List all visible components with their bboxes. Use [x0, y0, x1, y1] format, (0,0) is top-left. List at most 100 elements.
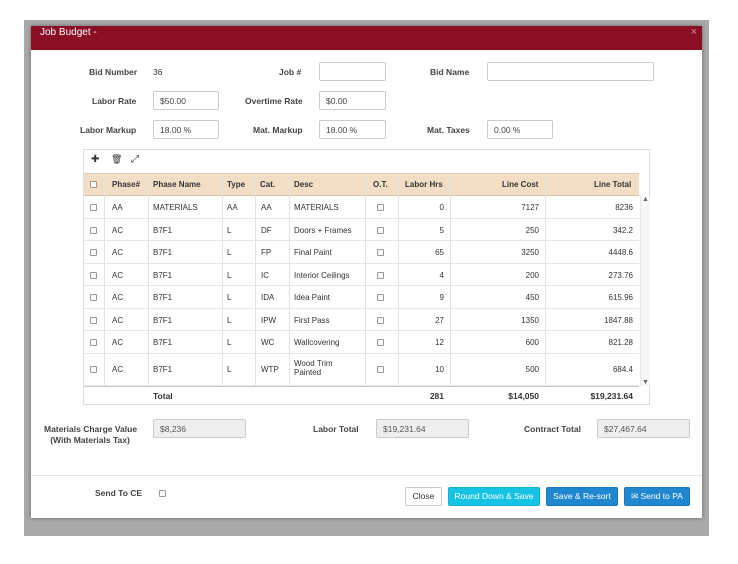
- cell-phase-name: B7F1: [153, 315, 173, 325]
- row-checkbox[interactable]: [90, 204, 97, 211]
- labor-total-value: [376, 419, 469, 438]
- cell-line-total: 8236: [615, 203, 633, 212]
- contract-total-value: [597, 419, 690, 438]
- col-labor-hrs[interactable]: Labor Hrs: [405, 180, 443, 189]
- add-row-icon[interactable]: ✚: [91, 154, 100, 165]
- bid-number-value: 36: [153, 67, 163, 77]
- col-ot[interactable]: O.T.: [373, 180, 388, 189]
- scroll-down-icon[interactable]: ▼: [642, 379, 649, 386]
- row-checkbox[interactable]: [90, 365, 97, 373]
- mat-markup-input[interactable]: [319, 120, 386, 139]
- cell-type: L: [227, 293, 232, 302]
- cell-labor-hrs: 0: [439, 203, 444, 212]
- total-line-total: $19,231.64: [590, 391, 633, 401]
- table-row[interactable]: AC B7F1 L IDA Idea Paint 9 450 615.96: [84, 286, 639, 309]
- cell-desc: Wallcovering: [294, 338, 340, 347]
- ot-checkbox[interactable]: [377, 316, 384, 324]
- cell-type: L: [227, 364, 232, 374]
- col-cat[interactable]: Cat.: [260, 180, 276, 189]
- table-row[interactable]: AC B7F1 L IC Interior Ceilings 4 200 273…: [84, 264, 639, 286]
- cell-phase-name: B7F1: [153, 364, 173, 374]
- grid-toolbar: ✚ 🗑 ⤢: [84, 150, 649, 173]
- row-checkbox[interactable]: [90, 316, 97, 324]
- row-checkbox[interactable]: [90, 271, 97, 279]
- ot-checkbox[interactable]: [377, 294, 384, 301]
- row-checkbox[interactable]: [90, 249, 97, 256]
- col-line-total[interactable]: Line Total: [594, 180, 632, 189]
- table-row[interactable]: AC B7F1 L FP Final Paint 65 3250 4448.6: [84, 241, 639, 264]
- trash-icon[interactable]: 🗑: [111, 154, 123, 164]
- col-line-cost[interactable]: Line Cost: [502, 180, 539, 189]
- save-resort-button[interactable]: Save & Re-sort: [546, 487, 618, 506]
- expand-icon[interactable]: ⤢: [131, 154, 139, 165]
- close-icon[interactable]: ×: [690, 26, 697, 38]
- budget-grid: ✚ 🗑 ⤢ Phase# Phase Name Type Cat. Desc O…: [83, 149, 650, 405]
- job-number-input[interactable]: [319, 62, 386, 81]
- overtime-rate-input[interactable]: [319, 91, 386, 110]
- table-row[interactable]: AC B7F1 L DF Doors + Frames 5 250 342.2: [84, 219, 639, 241]
- cell-line-total: 821.28: [608, 338, 633, 347]
- cell-desc: Wood Trim Painted: [294, 358, 333, 377]
- cell-cat: IC: [261, 270, 269, 280]
- row-checkbox[interactable]: [90, 339, 97, 346]
- footer-divider: [31, 475, 702, 476]
- labor-markup-label: Labor Markup: [80, 125, 137, 135]
- table-row[interactable]: AA MATERIALS AA AA MATERIALS 0 7127 8236: [84, 196, 639, 219]
- materials-charge-label: Materials Charge Value: [44, 424, 138, 434]
- table-row[interactable]: AC B7F1 L WTP Wood Trim Painted 10 500 6…: [84, 354, 639, 386]
- col-divider: [545, 173, 546, 386]
- cell-labor-hrs: 10: [435, 364, 444, 374]
- cell-desc: MATERIALS: [294, 203, 339, 212]
- col-phase-name[interactable]: Phase Name: [153, 180, 201, 189]
- cell-desc: First Pass: [294, 315, 330, 325]
- cell-labor-hrs: 27: [435, 315, 444, 325]
- col-phase-num[interactable]: Phase#: [112, 180, 141, 189]
- ot-checkbox[interactable]: [377, 365, 384, 373]
- mat-taxes-input[interactable]: [487, 120, 553, 139]
- cell-phase-name: B7F1: [153, 225, 173, 235]
- close-button[interactable]: Close: [405, 487, 442, 506]
- contract-total-label: Contract Total: [524, 424, 581, 434]
- labor-markup-input[interactable]: [153, 120, 219, 139]
- send-to-ce-checkbox[interactable]: [159, 490, 166, 497]
- cell-labor-hrs: 5: [439, 225, 444, 235]
- scroll-up-icon[interactable]: ▲: [642, 196, 649, 203]
- labor-rate-input[interactable]: [153, 91, 219, 110]
- mat-markup-label: Mat. Markup: [253, 125, 303, 135]
- cell-type: AA: [227, 203, 238, 212]
- grid-scrollbar[interactable]: ▲ ▼: [640, 196, 650, 386]
- round-down-save-button[interactable]: Round Down & Save: [448, 487, 540, 506]
- col-divider: [450, 173, 451, 386]
- cell-desc: Doors + Frames: [294, 225, 352, 235]
- col-divider: [104, 173, 105, 386]
- row-checkbox[interactable]: [90, 294, 97, 301]
- cell-type: L: [227, 270, 232, 280]
- materials-charge-sublabel: (With Materials Tax): [50, 435, 130, 445]
- ot-checkbox[interactable]: [377, 204, 384, 211]
- table-row[interactable]: AC B7F1 L WC Wallcovering 12 600 821.28: [84, 331, 639, 354]
- ot-checkbox[interactable]: [377, 339, 384, 346]
- cell-desc: Final Paint: [294, 248, 332, 257]
- send-to-pa-button[interactable]: ✉ Send to PA: [624, 487, 690, 506]
- col-desc[interactable]: Desc: [294, 180, 314, 189]
- bid-name-input[interactable]: [487, 62, 654, 81]
- col-divider: [255, 173, 256, 386]
- cell-phase: AC: [112, 248, 124, 257]
- overtime-rate-label: Overtime Rate: [245, 96, 303, 106]
- select-all-checkbox[interactable]: [90, 181, 97, 188]
- job-number-label: Job #: [279, 67, 302, 77]
- ot-checkbox[interactable]: [377, 226, 384, 234]
- cell-type: L: [227, 315, 232, 325]
- ot-checkbox[interactable]: [377, 249, 384, 256]
- cell-line-cost: 7127: [521, 203, 539, 212]
- col-type[interactable]: Type: [227, 180, 246, 189]
- table-row[interactable]: AC B7F1 L IPW First Pass 27 1350 1847.88: [84, 309, 639, 331]
- cell-cat: WTP: [261, 364, 279, 374]
- row-checkbox[interactable]: [90, 226, 97, 234]
- job-budget-modal: Job Budget - × Bid Number 36 Job # Bid N…: [31, 26, 702, 518]
- cell-type: L: [227, 338, 232, 347]
- ot-checkbox[interactable]: [377, 271, 384, 279]
- col-divider: [289, 173, 290, 386]
- cell-labor-hrs: 12: [435, 338, 444, 347]
- cell-desc: Idea Paint: [294, 293, 331, 302]
